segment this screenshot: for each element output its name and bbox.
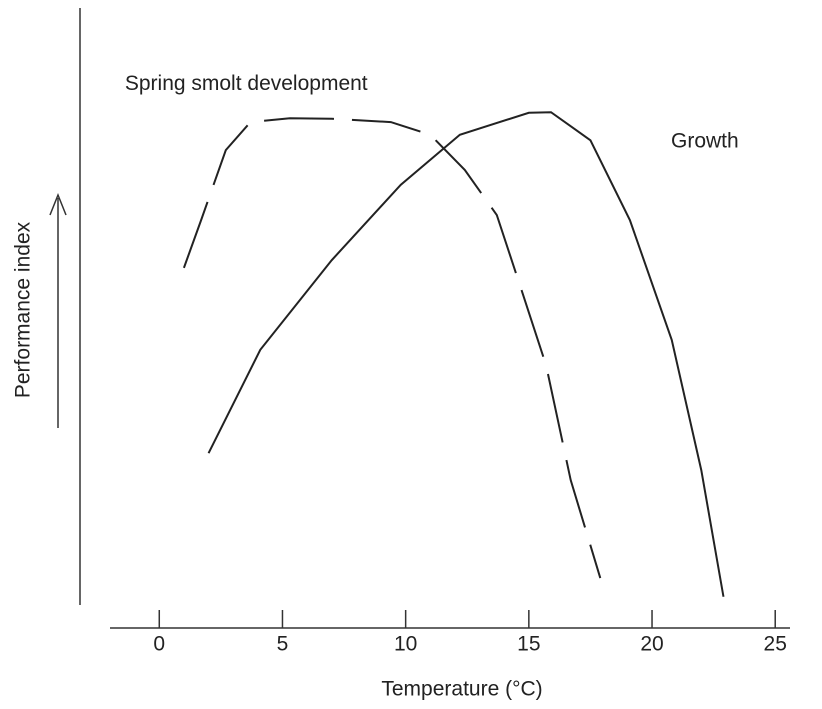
x-tick-label: 5 xyxy=(277,633,289,656)
x-axis-label: Temperature (°C) xyxy=(381,678,542,701)
y-axis-label: Performance index xyxy=(12,221,35,398)
series-label: Growth xyxy=(671,130,739,153)
x-tick-label: 25 xyxy=(764,633,787,656)
series-line xyxy=(182,117,602,579)
y-arrowhead xyxy=(49,192,67,216)
series-line xyxy=(207,111,725,597)
series-label: Spring smolt development xyxy=(125,72,368,95)
x-tick-label: 10 xyxy=(394,633,417,656)
x-tick-label: 20 xyxy=(640,633,663,656)
x-tick-label: 0 xyxy=(153,633,165,656)
x-tick-label: 15 xyxy=(517,633,540,656)
